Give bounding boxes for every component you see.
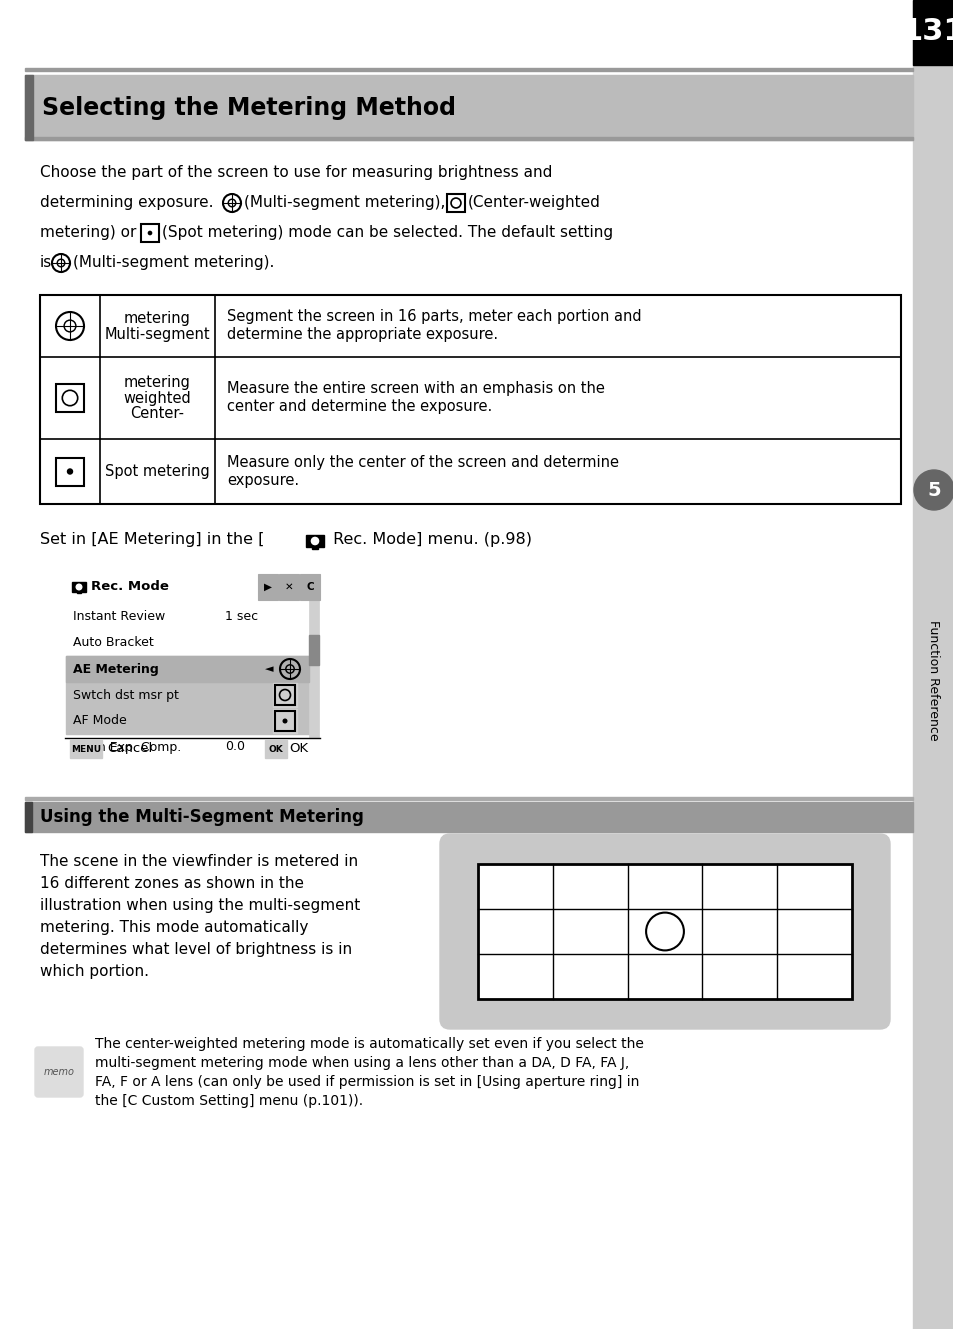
Text: Function Reference: Function Reference (926, 619, 940, 740)
Bar (40, 295, 900, 504)
Text: 16 different zones as shown in the: 16 different zones as shown in the (40, 876, 304, 890)
Text: weighted: weighted (124, 391, 192, 405)
Text: OK: OK (289, 743, 308, 755)
Bar (56, 457, 84, 485)
Text: Choose the part of the screen to use for measuring brightness and: Choose the part of the screen to use for… (40, 165, 552, 179)
Text: AF Mode: AF Mode (73, 715, 127, 727)
Text: (Multi-segment metering).: (Multi-segment metering). (73, 255, 274, 270)
Text: Swtch dst msr pt: Swtch dst msr pt (73, 688, 179, 702)
Bar (77, 591, 81, 593)
Text: 5: 5 (926, 481, 940, 500)
Text: Cancel: Cancel (107, 743, 152, 755)
Text: determine the appropriate exposure.: determine the appropriate exposure. (227, 327, 497, 343)
Text: OK: OK (269, 744, 283, 754)
Text: Rec. Mode: Rec. Mode (91, 581, 169, 594)
Bar (306, 536, 324, 546)
Bar (477, 864, 851, 999)
Bar (25, 74, 33, 140)
Bar (65, 574, 319, 599)
Bar (25, 801, 32, 832)
Text: Measure only the center of the screen and determine: Measure only the center of the screen an… (227, 455, 618, 470)
Bar (71, 582, 86, 591)
Bar (25, 137, 912, 140)
Text: Using the Multi-Segment Metering: Using the Multi-Segment Metering (40, 808, 363, 827)
Bar (447, 194, 464, 213)
Bar (309, 599, 318, 738)
Text: Instant Review: Instant Review (73, 610, 165, 623)
Text: Rec. Mode] menu. (p.98): Rec. Mode] menu. (p.98) (328, 532, 532, 548)
Text: illustration when using the multi-segment: illustration when using the multi-segmen… (40, 898, 360, 913)
Circle shape (76, 585, 82, 590)
Bar (273, 683, 296, 707)
Text: MENU: MENU (71, 744, 101, 754)
Text: ▶: ▶ (264, 582, 272, 591)
Text: Selecting the Metering Method: Selecting the Metering Method (42, 96, 456, 120)
Text: 131: 131 (901, 17, 953, 47)
Bar (274, 684, 294, 704)
Bar (56, 384, 84, 412)
Text: (Center-weighted: (Center-weighted (468, 195, 600, 210)
Bar (25, 801, 912, 832)
Bar (912, 0, 953, 65)
Text: the [C Custom Setting] menu (p.101)).: the [C Custom Setting] menu (p.101)). (95, 1094, 363, 1108)
Text: Multi-segment: Multi-segment (105, 327, 210, 342)
Text: memo: memo (44, 1067, 74, 1076)
Bar (25, 797, 912, 800)
Circle shape (149, 231, 152, 235)
Text: The scene in the viewfinder is metered in: The scene in the viewfinder is metered i… (40, 855, 357, 869)
Text: is: is (40, 255, 52, 270)
Bar (273, 708, 296, 734)
Text: FA, F or A lens (can only be used if permission is set in [Using aperture ring] : FA, F or A lens (can only be used if per… (95, 1075, 639, 1088)
Text: Auto Bracket: Auto Bracket (73, 637, 153, 650)
Bar (912, 0, 953, 1329)
Bar (312, 546, 317, 549)
Text: (Multi-segment metering),: (Multi-segment metering), (244, 195, 445, 210)
Text: Center-: Center- (131, 407, 184, 421)
Text: Flash Exp. Comp.: Flash Exp. Comp. (73, 740, 181, 754)
Text: which portion.: which portion. (40, 964, 149, 979)
Circle shape (68, 469, 72, 474)
Text: (Spot metering) mode can be selected. The default setting: (Spot metering) mode can be selected. Th… (162, 225, 613, 241)
Text: determines what level of brightness is in: determines what level of brightness is i… (40, 942, 352, 957)
Bar (25, 74, 912, 140)
Text: metering: metering (124, 375, 191, 389)
Text: determining exposure.: determining exposure. (40, 195, 213, 210)
Text: AE Metering: AE Metering (73, 662, 158, 675)
Text: Measure the entire screen with an emphasis on the: Measure the entire screen with an emphas… (227, 381, 604, 396)
Bar (66, 657, 309, 734)
FancyBboxPatch shape (35, 1047, 83, 1096)
Bar (477, 864, 851, 999)
Text: metering: metering (124, 311, 191, 326)
Circle shape (913, 470, 953, 510)
Bar (278, 574, 298, 599)
Bar (309, 634, 318, 664)
Text: metering. This mode automatically: metering. This mode automatically (40, 920, 308, 936)
Bar (274, 711, 294, 731)
Circle shape (311, 537, 318, 545)
Text: exposure.: exposure. (227, 473, 299, 488)
Bar (66, 657, 309, 682)
Text: ✕: ✕ (284, 582, 294, 591)
Text: The center-weighted metering mode is automatically set even if you select the: The center-weighted metering mode is aut… (95, 1037, 643, 1051)
Text: Spot metering: Spot metering (105, 464, 210, 478)
Circle shape (283, 719, 287, 723)
Text: Segment the screen in 16 parts, meter each portion and: Segment the screen in 16 parts, meter ea… (227, 310, 641, 324)
Bar (70, 740, 102, 758)
Bar (141, 225, 159, 242)
Text: center and determine the exposure.: center and determine the exposure. (227, 400, 492, 415)
Text: 1 sec: 1 sec (225, 610, 258, 623)
Bar (299, 574, 319, 599)
Text: multi-segment metering mode when using a lens other than a DA, D FA, FA J,: multi-segment metering mode when using a… (95, 1057, 629, 1070)
Bar (25, 68, 912, 70)
Bar (265, 740, 287, 758)
FancyBboxPatch shape (439, 835, 889, 1029)
Text: 0.0: 0.0 (225, 740, 245, 754)
Bar (257, 574, 277, 599)
Text: C: C (306, 582, 314, 591)
Text: metering) or: metering) or (40, 225, 136, 241)
Bar (65, 574, 319, 764)
Text: ◄: ◄ (265, 664, 274, 674)
Text: Set in [AE Metering] in the [: Set in [AE Metering] in the [ (40, 532, 264, 548)
